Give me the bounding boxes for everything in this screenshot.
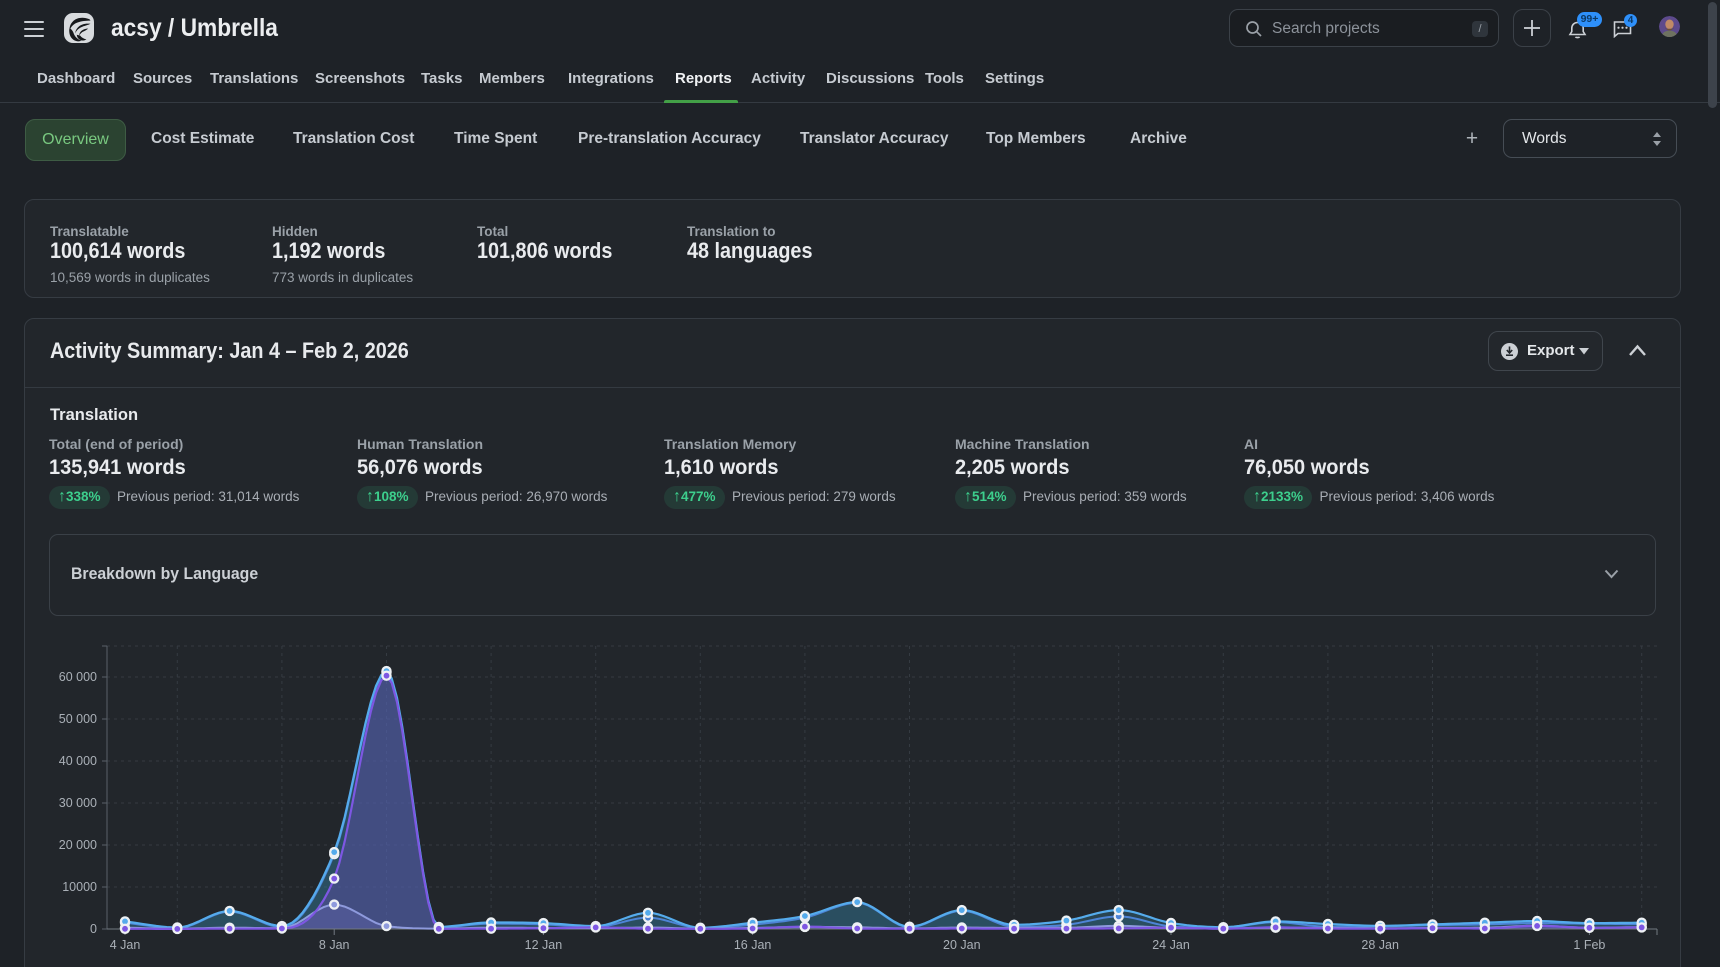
svg-text:20 000: 20 000 [59,838,97,852]
svg-text:60 000: 60 000 [59,670,97,684]
svg-text:20 Jan: 20 Jan [943,938,981,952]
svg-text:10000: 10000 [62,880,97,894]
svg-text:24 Jan: 24 Jan [1152,938,1190,952]
svg-text:12 Jan: 12 Jan [525,938,563,952]
svg-text:8 Jan: 8 Jan [319,938,350,952]
svg-text:4 Jan: 4 Jan [110,938,141,952]
svg-text:50 000: 50 000 [59,712,97,726]
svg-text:28 Jan: 28 Jan [1361,938,1399,952]
svg-text:40 000: 40 000 [59,754,97,768]
svg-text:1 Feb: 1 Feb [1573,938,1605,952]
svg-text:30 000: 30 000 [59,796,97,810]
svg-text:16 Jan: 16 Jan [734,938,772,952]
svg-text:0: 0 [90,922,97,936]
